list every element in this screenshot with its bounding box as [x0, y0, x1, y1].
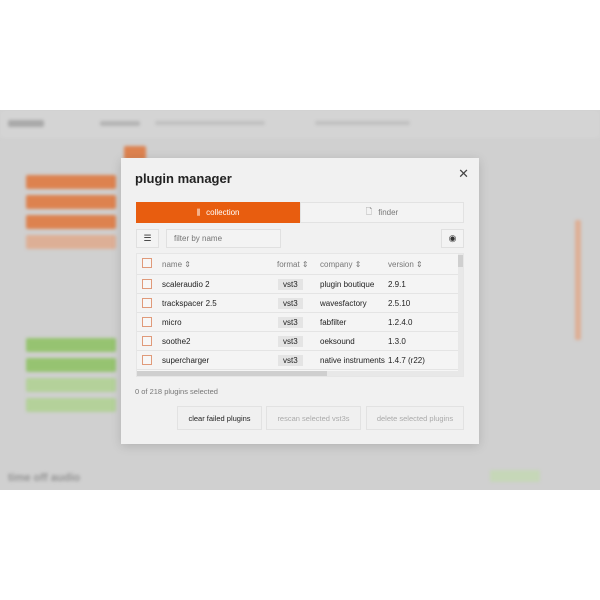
selection-status: 0 of 218 plugins selected	[135, 387, 218, 396]
clear-failed-button[interactable]: clear failed plugins	[177, 406, 262, 430]
eye-icon: ◉	[448, 233, 457, 243]
library-icon: ⫼	[196, 207, 201, 217]
filter-button[interactable]: ☰	[136, 229, 159, 248]
format-badge: vst3	[278, 298, 303, 309]
plugin-company: native instruments	[320, 356, 385, 365]
close-icon[interactable]: ✕	[458, 166, 469, 181]
plugin-company: wavesfactory	[320, 299, 367, 308]
footer-title: time off audio	[8, 472, 81, 484]
plugin-version: 1.4.7 (r22)	[388, 356, 425, 365]
plugin-manager-dialog: plugin manager ✕ ⫼ collection 🗋 finder ☰…	[121, 158, 479, 444]
row-checkbox[interactable]	[142, 317, 152, 327]
horizontal-scrollbar[interactable]	[137, 371, 459, 376]
plugin-version: 1.3.0	[388, 337, 406, 346]
plugin-company: oeksound	[320, 337, 355, 346]
filter-input[interactable]	[166, 229, 281, 248]
table-row[interactable]: supercharger vst3 native instruments 1.4…	[137, 351, 459, 370]
tab-finder[interactable]: 🗋 finder	[300, 202, 464, 223]
plugin-name: soothe2	[162, 337, 191, 346]
filter-icon: ☰	[143, 233, 152, 243]
file-search-icon: 🗋	[365, 206, 373, 216]
dialog-title: plugin manager	[135, 171, 232, 186]
column-format[interactable]: format ⇕	[277, 260, 309, 269]
plugin-company: plugin boutique	[320, 280, 375, 289]
plugin-name: micro	[162, 318, 182, 327]
table-row[interactable]: soothe2 vst3 oeksound 1.3.0	[137, 332, 459, 351]
table-row[interactable]: trackspacer 2.5 vst3 wavesfactory 2.5.10	[137, 294, 459, 313]
plugin-version: 2.9.1	[388, 280, 406, 289]
visibility-button[interactable]: ◉	[441, 229, 464, 248]
delete-button[interactable]: delete selected plugins	[366, 406, 464, 430]
plugin-table: name ⇕ format ⇕ company ⇕ version ⇕ scal…	[136, 253, 464, 377]
format-badge: vst3	[278, 355, 303, 366]
plugin-name: scaleraudio 2	[162, 280, 210, 289]
column-version[interactable]: version ⇕	[388, 260, 423, 269]
tab-collection[interactable]: ⫼ collection	[136, 202, 300, 223]
row-checkbox[interactable]	[142, 279, 152, 289]
format-badge: vst3	[278, 279, 303, 290]
tab-label: collection	[206, 208, 240, 217]
row-checkbox[interactable]	[142, 298, 152, 308]
column-company[interactable]: company ⇕	[320, 260, 362, 269]
plugin-company: fabfilter	[320, 318, 347, 327]
column-name[interactable]: name ⇕	[162, 260, 191, 269]
format-badge: vst3	[278, 336, 303, 347]
row-checkbox[interactable]	[142, 336, 152, 346]
table-row[interactable]: micro vst3 fabfilter 1.2.4.0	[137, 313, 459, 332]
select-all-checkbox[interactable]	[142, 258, 152, 268]
tab-label: finder	[378, 208, 399, 217]
row-checkbox[interactable]	[142, 355, 152, 365]
plugin-name: supercharger	[162, 356, 210, 365]
plugin-version: 2.5.10	[388, 299, 411, 308]
vertical-scrollbar[interactable]	[458, 254, 463, 376]
format-badge: vst3	[278, 317, 303, 328]
table-header: name ⇕ format ⇕ company ⇕ version ⇕	[137, 254, 459, 275]
plugin-version: 1.2.4.0	[388, 318, 413, 327]
rescan-button[interactable]: rescan selected vst3s	[266, 406, 361, 430]
plugin-name: trackspacer 2.5	[162, 299, 217, 308]
table-row[interactable]: scaleraudio 2 vst3 plugin boutique 2.9.1	[137, 275, 459, 294]
